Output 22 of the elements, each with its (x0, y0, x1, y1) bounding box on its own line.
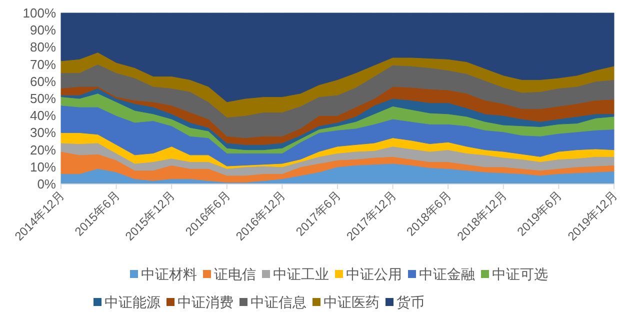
legend-label: 货币 (396, 294, 424, 310)
y-tick-label: 10% (30, 159, 56, 174)
legend-label: 中证信息 (250, 294, 306, 310)
y-tick-label: 0% (37, 176, 56, 192)
legend-label: 中证材料 (141, 266, 197, 282)
y-tick-label: 30% (30, 125, 56, 140)
legend-label: 中证消费 (178, 294, 234, 310)
legend-label: 中证公用 (346, 266, 402, 282)
legend-label: 中证医药 (324, 294, 380, 310)
y-tick-label: 100% (22, 6, 56, 20)
legend-label: 中证工业 (273, 266, 329, 282)
y-tick-label: 60% (30, 74, 56, 89)
y-tick-label: 20% (30, 142, 56, 158)
legend-label: 中证能源 (104, 294, 160, 310)
y-tick-label: 50% (30, 91, 56, 106)
y-tick-label: 40% (30, 108, 56, 124)
y-tick-label: 80% (30, 40, 56, 55)
legend-label: 中证可选 (492, 266, 548, 282)
legend-label: 证电信 (214, 266, 256, 282)
legend-label: 中证金融 (419, 266, 475, 282)
y-tick-label: 70% (30, 56, 56, 72)
y-tick-label: 90% (30, 22, 56, 38)
